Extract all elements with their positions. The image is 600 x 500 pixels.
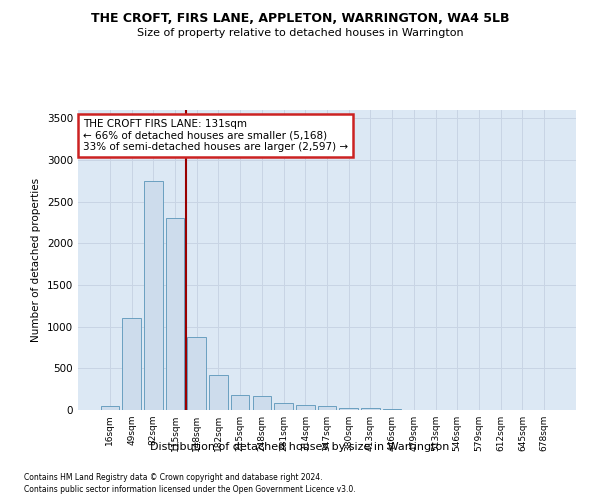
Bar <box>187 336 206 410</box>
Y-axis label: Number of detached properties: Number of detached properties <box>31 178 41 342</box>
Text: Contains HM Land Registry data © Crown copyright and database right 2024.: Contains HM Land Registry data © Crown c… <box>24 472 323 482</box>
Bar <box>274 402 293 410</box>
Text: THE CROFT, FIRS LANE, APPLETON, WARRINGTON, WA4 5LB: THE CROFT, FIRS LANE, APPLETON, WARRINGT… <box>91 12 509 26</box>
Bar <box>383 409 401 410</box>
Text: Contains public sector information licensed under the Open Government Licence v3: Contains public sector information licen… <box>24 485 356 494</box>
Bar <box>296 404 314 410</box>
Bar <box>166 218 184 410</box>
Bar <box>231 396 250 410</box>
Text: THE CROFT FIRS LANE: 131sqm
← 66% of detached houses are smaller (5,168)
33% of : THE CROFT FIRS LANE: 131sqm ← 66% of det… <box>83 119 348 152</box>
Bar <box>340 408 358 410</box>
Bar <box>253 396 271 410</box>
Bar <box>318 406 336 410</box>
Bar <box>122 318 141 410</box>
Bar <box>209 374 227 410</box>
Bar <box>144 181 163 410</box>
Bar <box>101 406 119 410</box>
Bar <box>361 408 380 410</box>
Text: Size of property relative to detached houses in Warrington: Size of property relative to detached ho… <box>137 28 463 38</box>
Text: Distribution of detached houses by size in Warrington: Distribution of detached houses by size … <box>151 442 449 452</box>
